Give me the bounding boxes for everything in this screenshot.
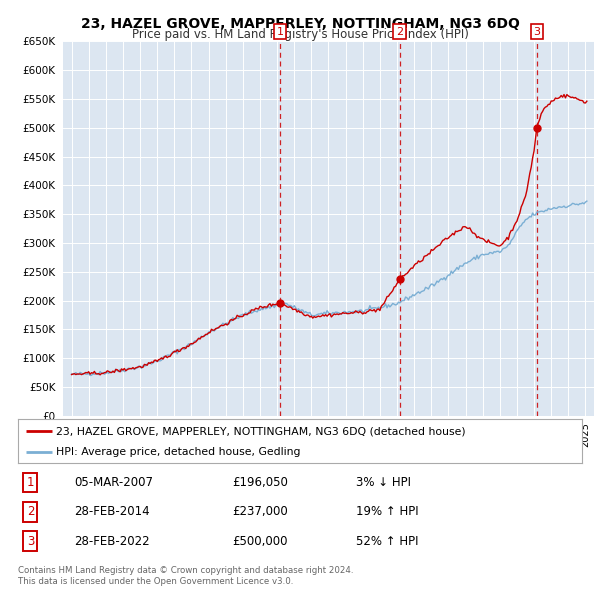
Text: 2: 2 (26, 505, 34, 519)
Text: £237,000: £237,000 (232, 505, 288, 519)
Text: 3: 3 (533, 27, 540, 37)
Text: 23, HAZEL GROVE, MAPPERLEY, NOTTINGHAM, NG3 6DQ: 23, HAZEL GROVE, MAPPERLEY, NOTTINGHAM, … (80, 17, 520, 31)
Text: 28-FEB-2014: 28-FEB-2014 (74, 505, 150, 519)
Text: 28-FEB-2022: 28-FEB-2022 (74, 535, 150, 548)
Text: 3% ↓ HPI: 3% ↓ HPI (356, 476, 412, 489)
Text: 19% ↑ HPI: 19% ↑ HPI (356, 505, 419, 519)
Text: £196,050: £196,050 (232, 476, 288, 489)
Text: Contains HM Land Registry data © Crown copyright and database right 2024.: Contains HM Land Registry data © Crown c… (18, 566, 353, 575)
Text: 3: 3 (27, 535, 34, 548)
Text: 23, HAZEL GROVE, MAPPERLEY, NOTTINGHAM, NG3 6DQ (detached house): 23, HAZEL GROVE, MAPPERLEY, NOTTINGHAM, … (56, 427, 466, 436)
Text: 52% ↑ HPI: 52% ↑ HPI (356, 535, 419, 548)
Text: This data is licensed under the Open Government Licence v3.0.: This data is licensed under the Open Gov… (18, 577, 293, 586)
Text: 2: 2 (396, 27, 403, 37)
Text: 05-MAR-2007: 05-MAR-2007 (74, 476, 154, 489)
Text: Price paid vs. HM Land Registry's House Price Index (HPI): Price paid vs. HM Land Registry's House … (131, 28, 469, 41)
Text: 1: 1 (26, 476, 34, 489)
Text: £500,000: £500,000 (232, 535, 288, 548)
Text: HPI: Average price, detached house, Gedling: HPI: Average price, detached house, Gedl… (56, 447, 301, 457)
Text: 1: 1 (277, 27, 284, 37)
